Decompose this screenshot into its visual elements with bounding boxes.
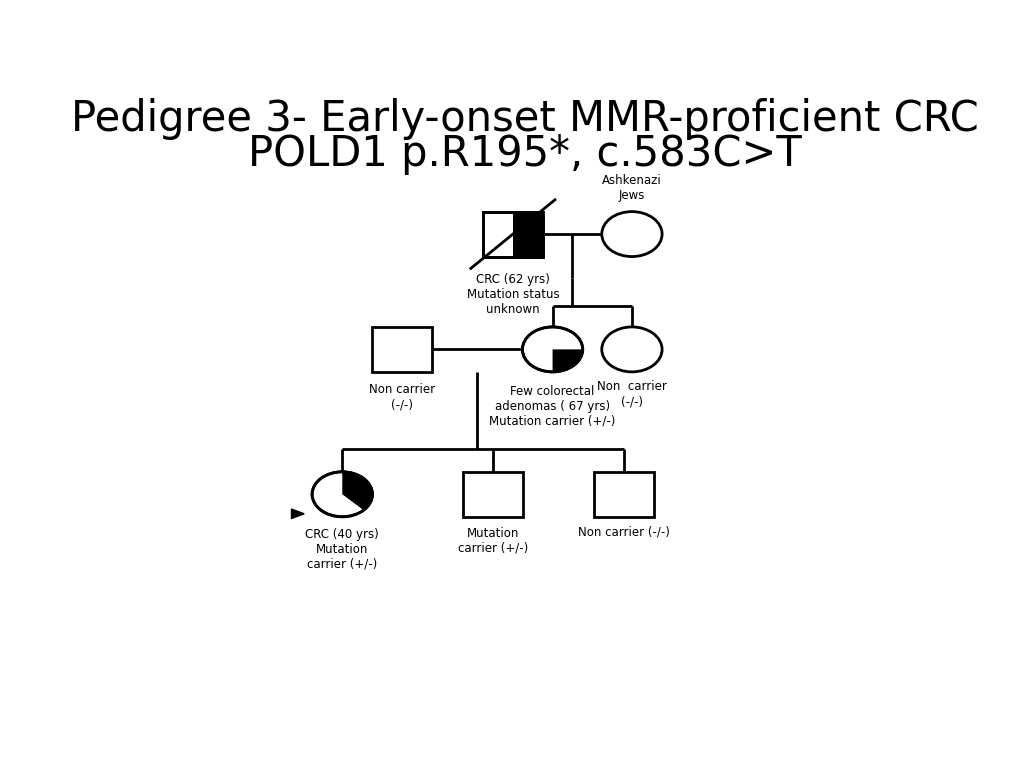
Text: Few colorectal
adenomas ( 67 yrs)
Mutation carrier (+/-): Few colorectal adenomas ( 67 yrs) Mutati… xyxy=(489,385,615,428)
Text: Mutation
carrier (+/-): Mutation carrier (+/-) xyxy=(458,527,528,554)
Text: Non carrier (-/-): Non carrier (-/-) xyxy=(579,525,670,538)
Text: CRC (62 yrs)
Mutation status
unknown: CRC (62 yrs) Mutation status unknown xyxy=(467,273,559,316)
Text: Non  carrier
(-/-): Non carrier (-/-) xyxy=(597,380,667,408)
Bar xyxy=(372,327,432,372)
Wedge shape xyxy=(342,472,373,510)
Bar xyxy=(513,212,543,257)
Bar xyxy=(463,472,523,517)
Text: Non carrier
(-/-): Non carrier (-/-) xyxy=(369,383,435,411)
Bar xyxy=(482,212,543,257)
Text: Ashkenazi
Jews: Ashkenazi Jews xyxy=(602,174,662,201)
Polygon shape xyxy=(292,509,304,518)
Circle shape xyxy=(312,472,373,517)
Text: Pedigree 3- Early-onset MMR-proficient CRC: Pedigree 3- Early-onset MMR-proficient C… xyxy=(71,98,979,140)
Wedge shape xyxy=(553,349,583,372)
Circle shape xyxy=(602,212,663,257)
Bar xyxy=(482,212,543,257)
Circle shape xyxy=(602,327,663,372)
Text: POLD1 p.R195*, c.583C>T: POLD1 p.R195*, c.583C>T xyxy=(248,134,802,175)
Bar xyxy=(594,472,654,517)
Text: CRC (40 yrs)
Mutation
carrier (+/-): CRC (40 yrs) Mutation carrier (+/-) xyxy=(305,528,379,571)
Circle shape xyxy=(522,327,583,372)
